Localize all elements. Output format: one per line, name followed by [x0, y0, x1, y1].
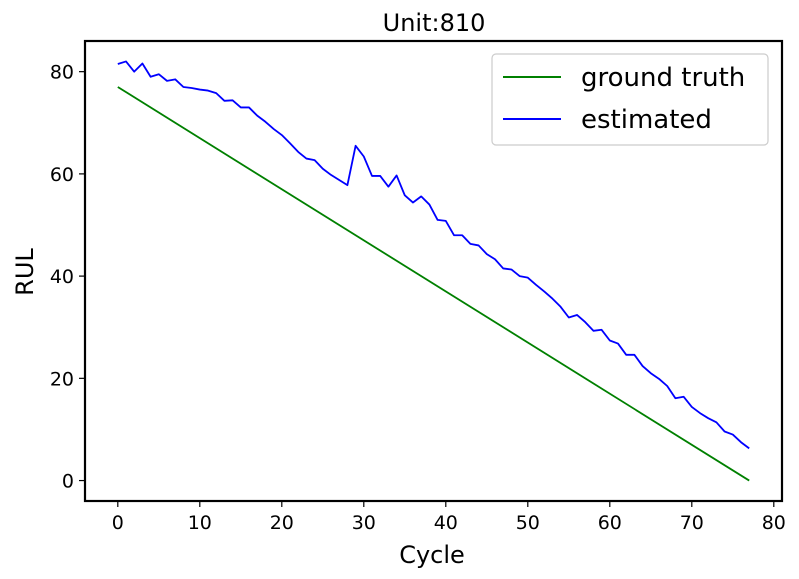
y-tick-label: 0 [62, 471, 74, 493]
y-tick-label: 60 [50, 164, 74, 186]
plot-area: 0 10 20 30 40 50 60 70 80 0 20 40 60 80 [50, 39, 786, 534]
x-tick-label: 10 [188, 512, 212, 534]
y-tick-label: 20 [50, 368, 74, 390]
x-tick-label: 40 [434, 512, 458, 534]
x-axis-title: Cycle [399, 541, 465, 569]
x-axis: 0 10 20 30 40 50 60 70 80 [112, 501, 786, 534]
y-tick-label: 40 [50, 266, 74, 288]
y-axis: 0 20 40 60 80 [50, 62, 85, 493]
x-tick-label: 20 [270, 512, 294, 534]
plot-frame [83, 39, 784, 503]
legend-label-estimated: estimated [581, 105, 712, 135]
x-tick-label: 80 [762, 512, 786, 534]
x-tick-label: 30 [352, 512, 376, 534]
legend: ground truth estimated [491, 53, 769, 146]
chart-title: Unit:810 [383, 9, 486, 37]
series-line-estimated [117, 60, 750, 450]
y-axis-title: RUL [11, 248, 39, 296]
legend-label-ground-truth: ground truth [581, 63, 745, 93]
x-tick-label: 70 [680, 512, 704, 534]
x-tick-label: 60 [598, 512, 622, 534]
series-line-ground-truth [117, 86, 750, 482]
x-tick-label: 50 [516, 512, 540, 534]
x-tick-label: 0 [112, 512, 124, 534]
y-tick-label: 80 [50, 62, 74, 84]
